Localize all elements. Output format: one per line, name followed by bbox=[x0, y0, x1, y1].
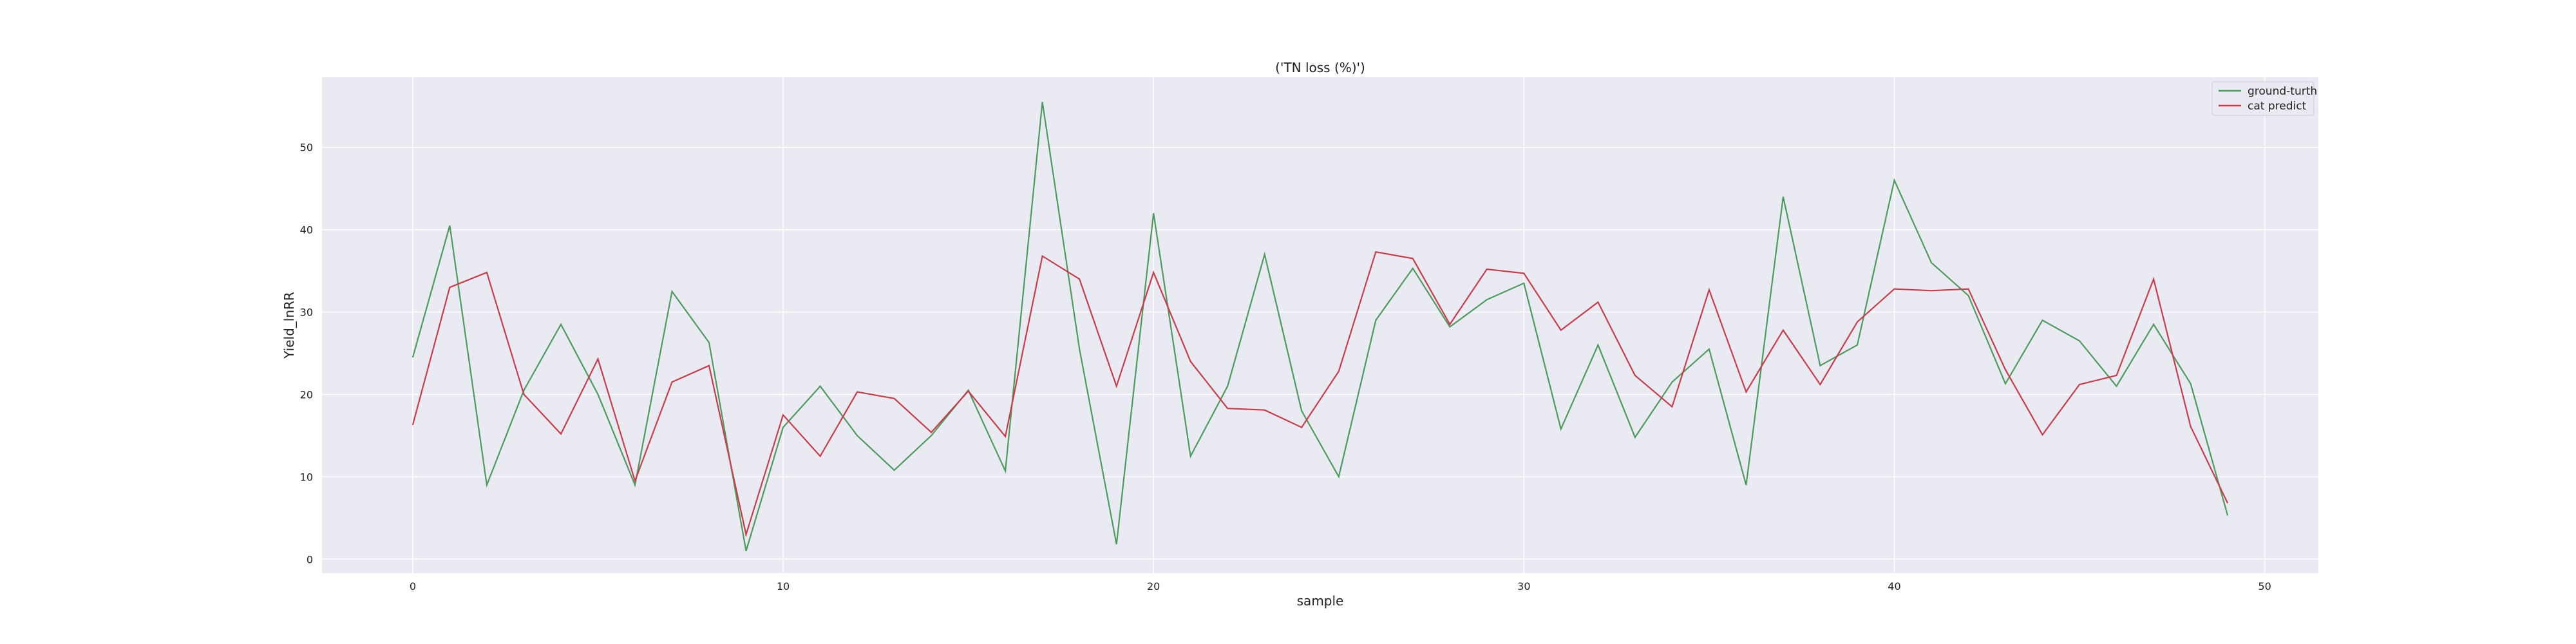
series-line-ground-turth bbox=[412, 102, 2229, 551]
x-tick-label: 10 bbox=[777, 580, 790, 592]
x-tick-label: 40 bbox=[1888, 580, 1900, 592]
y-tick-label: 10 bbox=[300, 471, 313, 483]
y-tick-label: 40 bbox=[300, 224, 313, 236]
legend-label-cat-predict: cat predict bbox=[2248, 100, 2307, 113]
series-line-cat-predict bbox=[412, 251, 2229, 538]
x-tick-label: 30 bbox=[1517, 580, 1530, 592]
series-lines bbox=[412, 102, 2229, 551]
y-tick-label: 30 bbox=[300, 307, 313, 319]
y-tick-label: 0 bbox=[307, 553, 313, 565]
plot-background bbox=[322, 77, 2318, 573]
chart-title: ('TN loss (%)') bbox=[1275, 60, 1365, 75]
y-tick-label: 20 bbox=[300, 388, 313, 401]
x-tick-label: 0 bbox=[410, 580, 416, 592]
legend: ground-turth cat predict bbox=[2211, 81, 2317, 116]
x-tick-label: 50 bbox=[2258, 580, 2271, 592]
y-axis-label: Yield_lnRR bbox=[281, 292, 297, 359]
tick-labels: 0 10 20 30 40 50 0 10 20 30 40 50 bbox=[300, 142, 2271, 592]
x-axis-label: sample bbox=[1297, 593, 1344, 609]
legend-label-ground-turth: ground-turth bbox=[2248, 85, 2317, 98]
x-tick-label: 20 bbox=[1147, 580, 1160, 592]
grid bbox=[322, 77, 2318, 573]
y-tick-label: 50 bbox=[300, 142, 313, 154]
